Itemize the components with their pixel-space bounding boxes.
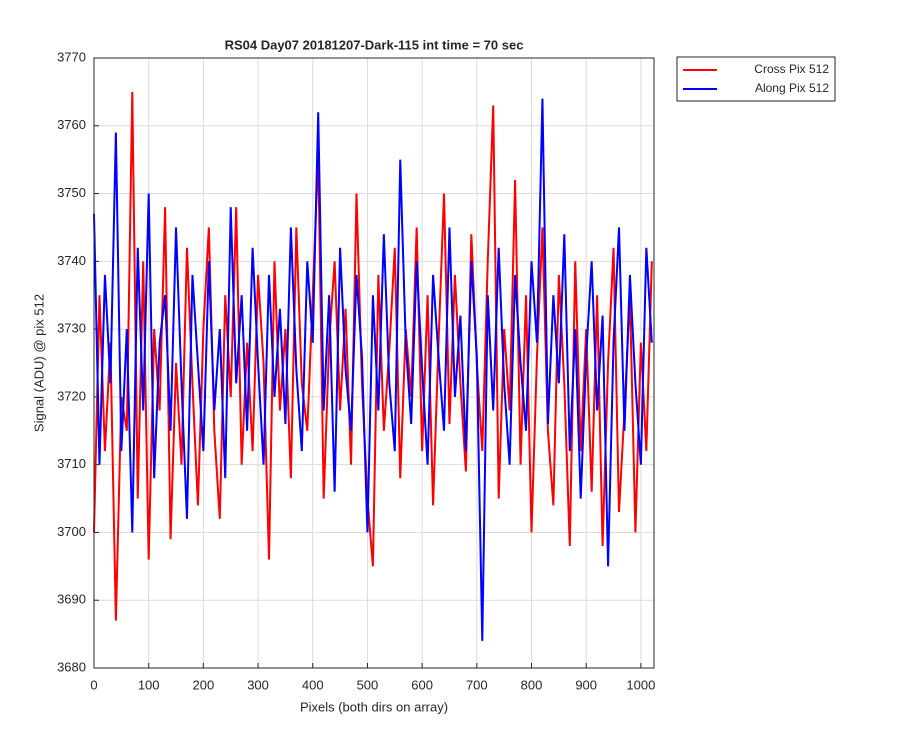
y-tick-label: 3730 [57, 321, 86, 336]
x-tick-label: 800 [521, 677, 543, 692]
x-tick-label: 600 [411, 677, 433, 692]
x-axis-label: Pixels (both dirs on array) [300, 699, 448, 714]
x-tick-label: 400 [302, 677, 324, 692]
y-tick-label: 3700 [57, 524, 86, 539]
y-tick-label: 3750 [57, 185, 86, 200]
x-tick-label: 100 [138, 677, 160, 692]
y-tick-label: 3770 [57, 49, 86, 64]
x-tick-label: 200 [193, 677, 215, 692]
legend-label: Along Pix 512 [755, 81, 829, 95]
series-line [93, 98, 653, 641]
x-tick-label: 1000 [626, 677, 655, 692]
y-tick-label: 3710 [57, 456, 86, 471]
x-tick-label: 900 [575, 677, 597, 692]
legend-box [676, 56, 836, 102]
y-axis-label: Signal (ADU) @ pix 512 [31, 294, 46, 432]
y-tick-label: 3740 [57, 253, 86, 268]
x-tick-label: 500 [357, 677, 379, 692]
x-tick-label: 700 [466, 677, 488, 692]
y-tick-label: 3720 [57, 388, 86, 403]
y-tick-label: 3690 [57, 592, 86, 607]
plot-area [94, 58, 654, 668]
x-tick-label: 0 [90, 677, 97, 692]
legend-label: Cross Pix 512 [754, 62, 829, 76]
y-tick-label: 3760 [57, 117, 86, 132]
chart-title: RS04 Day07 20181207-Dark-115 int time = … [225, 37, 524, 52]
y-tick-label: 3680 [57, 659, 86, 674]
series-line [93, 91, 653, 621]
x-tick-label: 300 [247, 677, 269, 692]
axes-box [93, 57, 655, 669]
